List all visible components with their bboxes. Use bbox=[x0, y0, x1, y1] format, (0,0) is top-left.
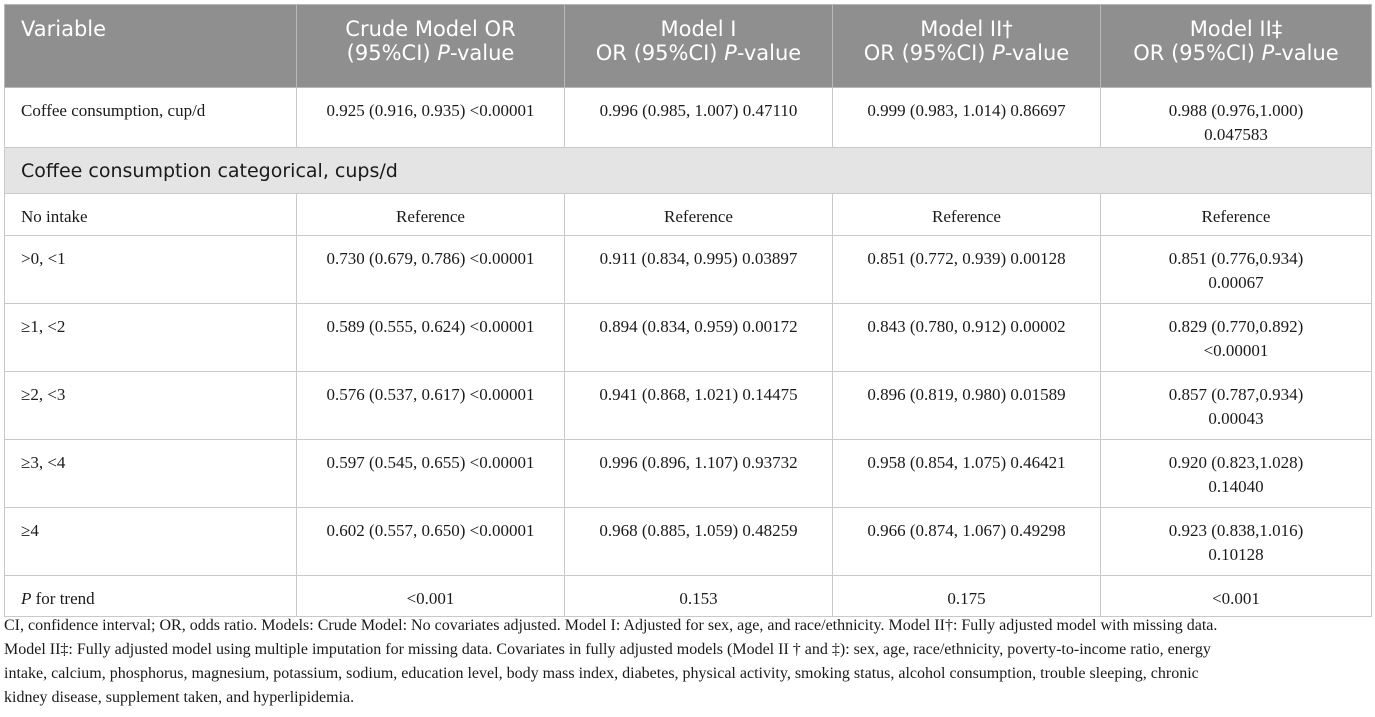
table-row-continuous: Coffee consumption, cup/d 0.925 (0.916, … bbox=[4, 87, 1372, 148]
cell-model-2-dagger: 0.851 (0.772, 0.939) 0.00128 bbox=[832, 235, 1101, 304]
footnote-line: CI, confidence interval; OR, odds ratio.… bbox=[4, 617, 1218, 634]
cell-crude: 0.597 (0.545, 0.655) <0.00001 bbox=[296, 439, 565, 508]
table-row: ≥3, <4 0.597 (0.545, 0.655) <0.00001 0.9… bbox=[4, 439, 1372, 508]
row-label: ≥2, <3 bbox=[4, 371, 297, 440]
table-row: >0, <1 0.730 (0.679, 0.786) <0.00001 0.9… bbox=[4, 235, 1372, 304]
cell-model-2-dagger: 0.175 bbox=[832, 575, 1101, 617]
section-label: Coffee consumption categorical, cups/d bbox=[4, 147, 1372, 194]
cell-crude: 0.589 (0.555, 0.624) <0.00001 bbox=[296, 303, 565, 372]
table-footnote: CI, confidence interval; OR, odds ratio.… bbox=[4, 614, 1369, 710]
cell-model-2-double-dagger: 0.988 (0.976,1.000) 0.047583 bbox=[1100, 87, 1372, 148]
cell-model-1: 0.968 (0.885, 1.059) 0.48259 bbox=[564, 507, 833, 576]
cell-model-2-double-dagger: <0.001 bbox=[1100, 575, 1372, 617]
cell-crude: Reference bbox=[296, 193, 565, 236]
table-row: ≥2, <3 0.576 (0.537, 0.617) <0.00001 0.9… bbox=[4, 371, 1372, 440]
header-model-2-dagger: Model II† OR (95%CI) P-value bbox=[832, 4, 1101, 88]
cell-crude: 0.602 (0.557, 0.650) <0.00001 bbox=[296, 507, 565, 576]
cell-model-2-double-dagger: 0.829 (0.770,0.892) <0.00001 bbox=[1100, 303, 1372, 372]
row-label: >0, <1 bbox=[4, 235, 297, 304]
cell-model-2-double-dagger: 0.920 (0.823,1.028) 0.14040 bbox=[1100, 439, 1372, 508]
cell-model-1: 0.153 bbox=[564, 575, 833, 617]
header-model-1: Model I OR (95%CI) P-value bbox=[564, 4, 833, 88]
cell-crude: 0.925 (0.916, 0.935) <0.00001 bbox=[296, 87, 565, 148]
cell-model-2-dagger: 0.958 (0.854, 1.075) 0.46421 bbox=[832, 439, 1101, 508]
cell-model-1: Reference bbox=[564, 193, 833, 236]
row-label: ≥4 bbox=[4, 507, 297, 576]
table-row-trend: P for trend <0.001 0.153 0.175 <0.001 bbox=[4, 575, 1372, 617]
table-row: ≥4 0.602 (0.557, 0.650) <0.00001 0.968 (… bbox=[4, 507, 1372, 576]
header-crude-model: Crude Model OR (95%CI) P-value bbox=[296, 4, 565, 88]
footnote-line: Model II‡: Fully adjusted model using mu… bbox=[4, 641, 1211, 658]
cell-crude: 0.576 (0.537, 0.617) <0.00001 bbox=[296, 371, 565, 440]
row-label: Coffee consumption, cup/d bbox=[4, 87, 297, 148]
table-row: ≥1, <2 0.589 (0.555, 0.624) <0.00001 0.8… bbox=[4, 303, 1372, 372]
cell-model-2-dagger: 0.896 (0.819, 0.980) 0.01589 bbox=[832, 371, 1101, 440]
cell-model-2-double-dagger: 0.851 (0.776,0.934) 0.00067 bbox=[1100, 235, 1372, 304]
row-label: ≥1, <2 bbox=[4, 303, 297, 372]
row-label: ≥3, <4 bbox=[4, 439, 297, 508]
cell-model-2-dagger: Reference bbox=[832, 193, 1101, 236]
cell-crude: <0.001 bbox=[296, 575, 565, 617]
cell-model-2-dagger: 0.999 (0.983, 1.014) 0.86697 bbox=[832, 87, 1101, 148]
footnote-line: intake, calcium, phosphorus, magnesium, … bbox=[4, 665, 1199, 682]
cell-model-2-double-dagger: 0.923 (0.838,1.016) 0.10128 bbox=[1100, 507, 1372, 576]
cell-model-2-double-dagger: Reference bbox=[1100, 193, 1372, 236]
footnote-line: kidney disease, supplement taken, and hy… bbox=[4, 689, 355, 706]
cell-crude: 0.730 (0.679, 0.786) <0.00001 bbox=[296, 235, 565, 304]
cell-model-1: 0.911 (0.834, 0.995) 0.03897 bbox=[564, 235, 833, 304]
row-label: P for trend bbox=[4, 575, 297, 617]
header-variable: Variable bbox=[4, 4, 297, 88]
cell-model-2-dagger: 0.843 (0.780, 0.912) 0.00002 bbox=[832, 303, 1101, 372]
cell-model-2-double-dagger: 0.857 (0.787,0.934) 0.00043 bbox=[1100, 371, 1372, 440]
cell-model-1: 0.894 (0.834, 0.959) 0.00172 bbox=[564, 303, 833, 372]
table-row-reference: No intake Reference Reference Reference … bbox=[4, 193, 1372, 236]
cell-model-1: 0.996 (0.985, 1.007) 0.47110 bbox=[564, 87, 833, 148]
cell-model-2-dagger: 0.966 (0.874, 1.067) 0.49298 bbox=[832, 507, 1101, 576]
cell-model-1: 0.996 (0.896, 1.107) 0.93732 bbox=[564, 439, 833, 508]
row-label: No intake bbox=[4, 193, 297, 236]
header-model-2-double-dagger: Model II‡ OR (95%CI) P-value bbox=[1100, 4, 1372, 88]
cell-model-1: 0.941 (0.868, 1.021) 0.14475 bbox=[564, 371, 833, 440]
results-table: Variable Crude Model OR (95%CI) P-value … bbox=[4, 4, 1372, 617]
section-header-row: Coffee consumption categorical, cups/d bbox=[4, 147, 1372, 194]
table-header-row: Variable Crude Model OR (95%CI) P-value … bbox=[4, 4, 1372, 88]
